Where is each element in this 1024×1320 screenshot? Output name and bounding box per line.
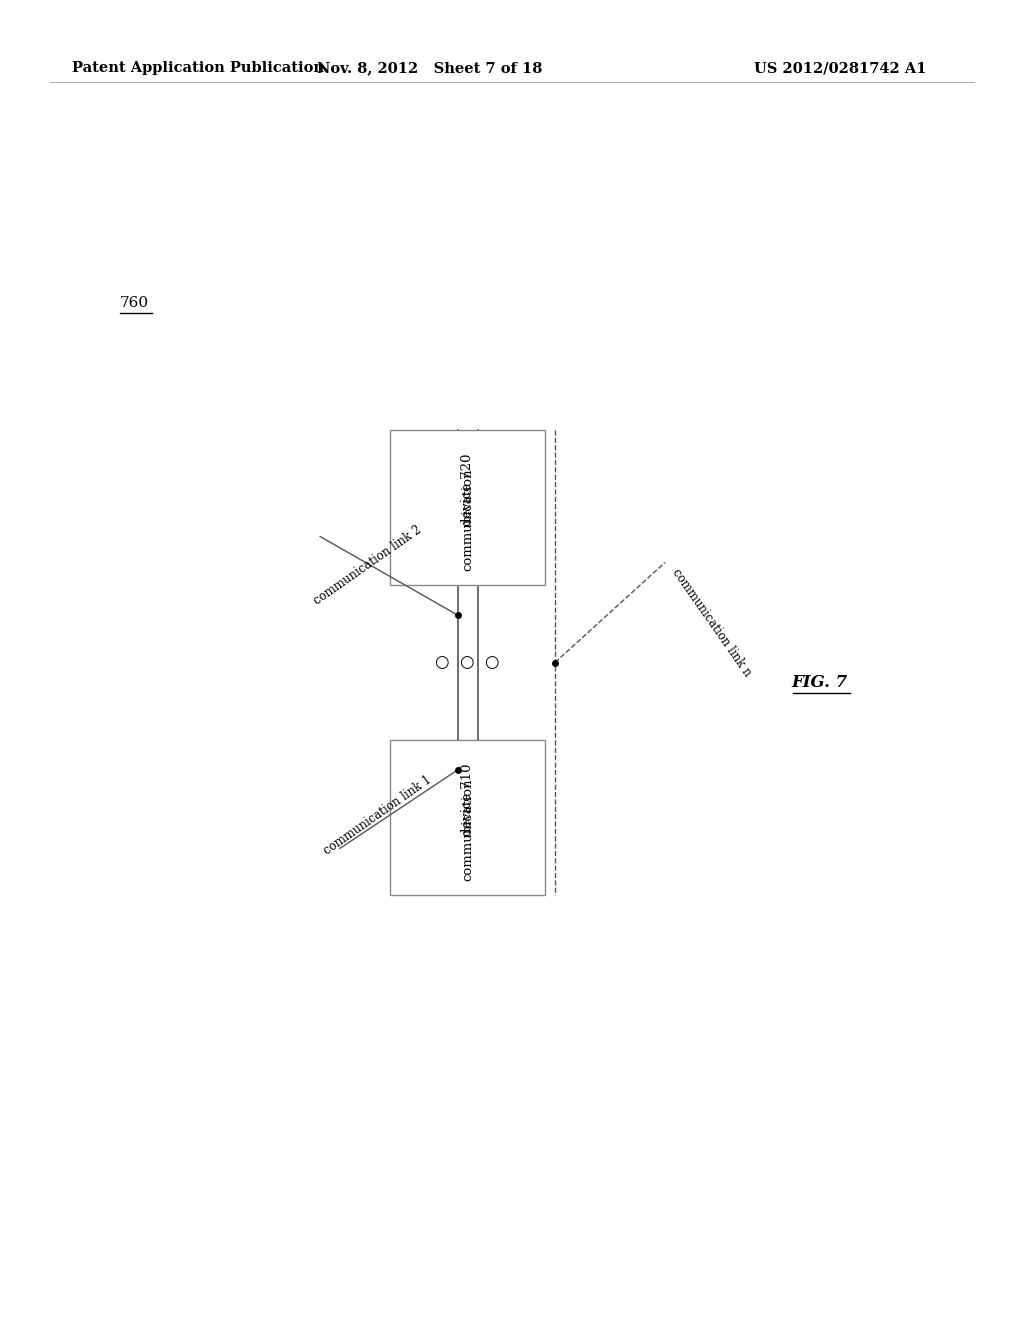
Text: device 720: device 720 <box>461 453 474 525</box>
Text: communication link 1: communication link 1 <box>322 772 434 857</box>
Text: US 2012/0281742 A1: US 2012/0281742 A1 <box>754 61 927 75</box>
Text: Nov. 8, 2012   Sheet 7 of 18: Nov. 8, 2012 Sheet 7 of 18 <box>317 61 543 75</box>
Text: communication: communication <box>461 779 474 880</box>
Text: communication: communication <box>461 469 474 570</box>
Text: ○  ○  ○: ○ ○ ○ <box>435 653 500 671</box>
Text: communication link n: communication link n <box>670 566 755 678</box>
Text: device 710: device 710 <box>461 763 474 836</box>
Text: 760: 760 <box>120 296 150 310</box>
Bar <box>390 430 545 585</box>
Bar <box>390 741 545 895</box>
Text: Patent Application Publication: Patent Application Publication <box>72 61 324 75</box>
Text: FIG. 7: FIG. 7 <box>792 675 848 690</box>
Text: communication link 2: communication link 2 <box>311 523 424 607</box>
